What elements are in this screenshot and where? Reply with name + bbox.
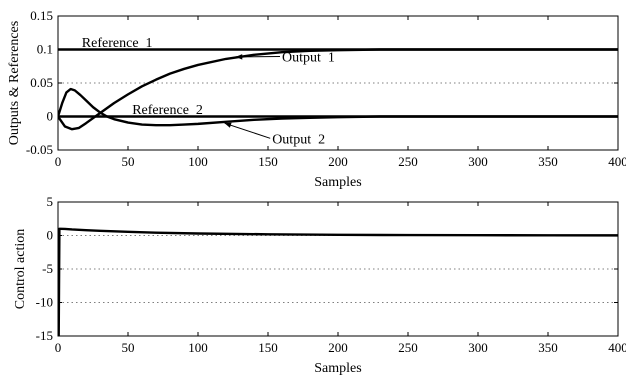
y-tick-label: -10 xyxy=(36,295,53,310)
y-tick-label: 0.05 xyxy=(30,75,53,90)
x-axis-label: Samples xyxy=(314,175,361,190)
x-tick-label: 400 xyxy=(608,154,626,169)
x-tick-label: 400 xyxy=(608,340,626,355)
x-tick-label: 250 xyxy=(398,340,418,355)
x-tick-label: 300 xyxy=(468,154,488,169)
annotation-arrowhead xyxy=(235,54,243,60)
top-panel: 0 50 100 150 200 250 300 350 400-0.0500.050.10.1… xyxy=(7,8,626,190)
grid xyxy=(58,235,618,303)
x-tick-label: 200 xyxy=(328,154,348,169)
x-tick-label: 350 xyxy=(538,340,558,355)
x-tick-label: 150 xyxy=(258,154,278,169)
y-tick-label: 0.15 xyxy=(30,8,53,23)
y-axis-label: Outputs & References xyxy=(7,21,22,145)
x-tick-label: 100 xyxy=(188,154,208,169)
x-tick-label: 50 xyxy=(122,154,135,169)
y-tick-label: 0 xyxy=(47,228,54,243)
annotation-label: Reference 2 xyxy=(132,103,203,118)
y-tick-label: 0 xyxy=(47,109,54,124)
x-tick-label: 300 xyxy=(468,340,488,355)
x-tick-label: 0 xyxy=(55,154,62,169)
x-tick-label: 350 xyxy=(538,154,558,169)
series-line-output-2 xyxy=(58,87,618,127)
annotation-label: Reference 1 xyxy=(82,36,153,51)
series-line-output-1 xyxy=(58,48,618,131)
y-tick-label: 0.1 xyxy=(37,42,53,57)
x-tick-label: 200 xyxy=(328,340,348,355)
x-tick-label: 0 xyxy=(55,340,62,355)
annotation-label: Output 2 xyxy=(272,132,325,147)
x-tick-label: 100 xyxy=(188,340,208,355)
series-line-control-action xyxy=(58,227,618,336)
x-tick-label: 150 xyxy=(258,340,278,355)
y-tick-label: -5 xyxy=(42,261,53,276)
x-tick-label: 50 xyxy=(122,340,135,355)
bottom-panel: 0 50 100 150 200 250 300 350 400 -15 -10 -5 0 5 Sample… xyxy=(13,194,626,376)
annotation-label: Output 1 xyxy=(282,51,335,66)
y-tick-label: 5 xyxy=(47,194,54,209)
y-axis-label: Control action xyxy=(13,229,28,310)
annotation-arrow xyxy=(224,122,271,139)
x-axis-label: Samples xyxy=(314,361,361,376)
y-tick-label: -0.05 xyxy=(26,142,53,157)
x-tick-label: 250 xyxy=(398,154,418,169)
y-tick-label: -15 xyxy=(36,328,53,343)
annotation-arrowhead xyxy=(224,122,232,128)
